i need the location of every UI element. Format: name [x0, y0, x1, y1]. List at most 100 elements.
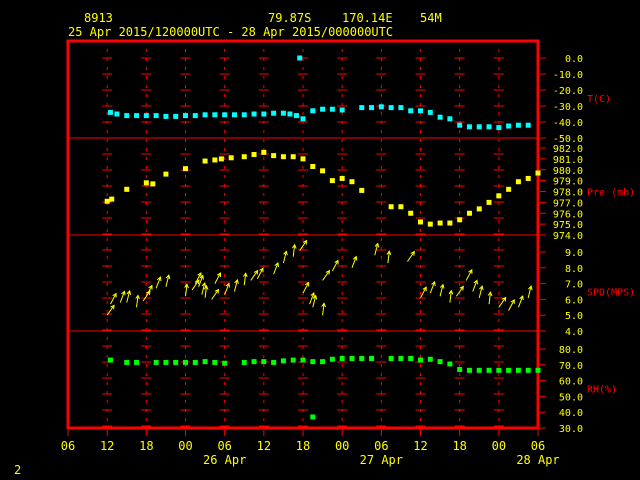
wind-arrow — [224, 283, 230, 295]
y-tick-label: 80.0 — [559, 345, 583, 356]
wind-arrow-head — [283, 250, 288, 256]
wind-arrow-head — [242, 272, 248, 278]
pressure-point — [212, 157, 218, 163]
wind-arrow-head — [148, 284, 153, 290]
pressure-point — [476, 206, 482, 212]
humidity-point — [349, 355, 355, 361]
wind-arrow-head — [528, 285, 533, 291]
pressure-point — [280, 154, 286, 160]
pressure-point — [143, 180, 149, 186]
wind-arrow-head — [203, 284, 209, 290]
pressure-point — [535, 170, 541, 176]
wind-arrow-head — [234, 278, 239, 284]
temperature-point — [418, 108, 423, 114]
y-tick-label: -30.0 — [553, 102, 583, 113]
wind-arrow — [478, 286, 483, 298]
wind-arrow — [204, 285, 208, 298]
humidity-point — [300, 357, 306, 363]
humidity-point — [369, 355, 375, 361]
temperature-panel-label: T(C) — [587, 94, 611, 105]
wind-arrow — [374, 243, 379, 256]
wind-arrow — [155, 276, 161, 289]
wind-arrow-head — [135, 294, 140, 300]
wind-arrow-head — [410, 250, 415, 256]
pressure-point — [251, 152, 257, 158]
temperature-point — [163, 113, 169, 119]
humidity-point — [173, 359, 179, 365]
temperature-point — [398, 105, 404, 111]
temperature-point — [525, 122, 531, 128]
wind-arrow-head — [112, 292, 117, 298]
pressure-point — [163, 171, 169, 177]
wind-arrow — [498, 297, 507, 308]
pressure-point — [447, 220, 453, 226]
humidity-point — [212, 359, 218, 365]
wind-arrow — [185, 284, 188, 297]
temperature-point — [447, 116, 453, 122]
wind-arrow — [126, 290, 131, 303]
humidity-point — [107, 357, 113, 363]
wind-arrow-head — [225, 282, 230, 288]
wind-arrow — [198, 275, 204, 287]
x-day-label: 27 Apr — [360, 453, 403, 467]
pressure-point — [339, 175, 345, 181]
humidity-point — [241, 359, 247, 365]
humidity-point — [153, 359, 159, 365]
y-tick-label: 40.0 — [559, 408, 583, 419]
wind-arrow-head — [312, 294, 318, 300]
y-tick-label: 9.0 — [565, 248, 583, 259]
temperature-point — [212, 112, 218, 118]
wind-arrow-head — [121, 290, 126, 296]
pressure-point — [506, 186, 512, 192]
wind-arrow-head — [459, 285, 464, 291]
wind-arrow — [119, 291, 125, 303]
temperature-point — [287, 111, 293, 117]
wind-arrow-head — [216, 272, 222, 278]
temperature-point — [297, 55, 303, 61]
humidity-point — [261, 359, 267, 365]
humidity-point — [290, 357, 296, 363]
wind-arrow — [145, 285, 153, 297]
x-tick-label: 18 — [139, 439, 153, 453]
pressure-point — [466, 210, 472, 216]
temperature-point — [388, 105, 394, 111]
humidity-point — [515, 367, 521, 373]
wind-arrow-head — [386, 250, 392, 256]
wind-arrow-head — [487, 291, 493, 297]
temperature-point — [515, 122, 521, 128]
wind-arrow-head — [431, 280, 436, 286]
y-tick-label: 978.0 — [553, 188, 583, 199]
wind-arrow-head — [184, 283, 189, 289]
humidity-point — [437, 359, 443, 365]
wind-arrow — [302, 282, 310, 294]
temperature-point — [457, 122, 463, 128]
temperature-point — [339, 107, 345, 113]
temperature-point — [114, 111, 120, 117]
station-id: 8913 — [84, 11, 113, 25]
temperature-point — [427, 109, 433, 115]
wind-arrow — [527, 286, 532, 298]
temperature-point — [486, 124, 492, 130]
temperature-point — [202, 112, 208, 118]
wind-arrow — [517, 295, 524, 308]
wind-arrow — [309, 292, 315, 305]
y-tick-label: -40.0 — [553, 118, 583, 129]
wind-arrow-head — [126, 289, 132, 295]
wind-arrow — [106, 305, 115, 316]
wind-arrow-head — [468, 268, 473, 274]
pressure-point — [300, 156, 306, 162]
pressure-point — [261, 149, 267, 155]
station-longitude: 170.14E — [342, 11, 393, 25]
wind-arrow-head — [197, 272, 202, 278]
humidity-point — [134, 359, 140, 365]
y-tick-label: 977.0 — [553, 198, 583, 209]
temperature-point — [183, 113, 188, 119]
pressure-point — [427, 221, 433, 227]
wind-arrow-head — [334, 259, 339, 265]
wind-arrow — [407, 251, 415, 262]
y-tick-label: -20.0 — [553, 86, 583, 97]
humidity-point — [192, 359, 198, 365]
wind-arrow-head — [325, 269, 331, 275]
humidity-point — [251, 359, 257, 365]
wind-arrow — [465, 269, 473, 281]
